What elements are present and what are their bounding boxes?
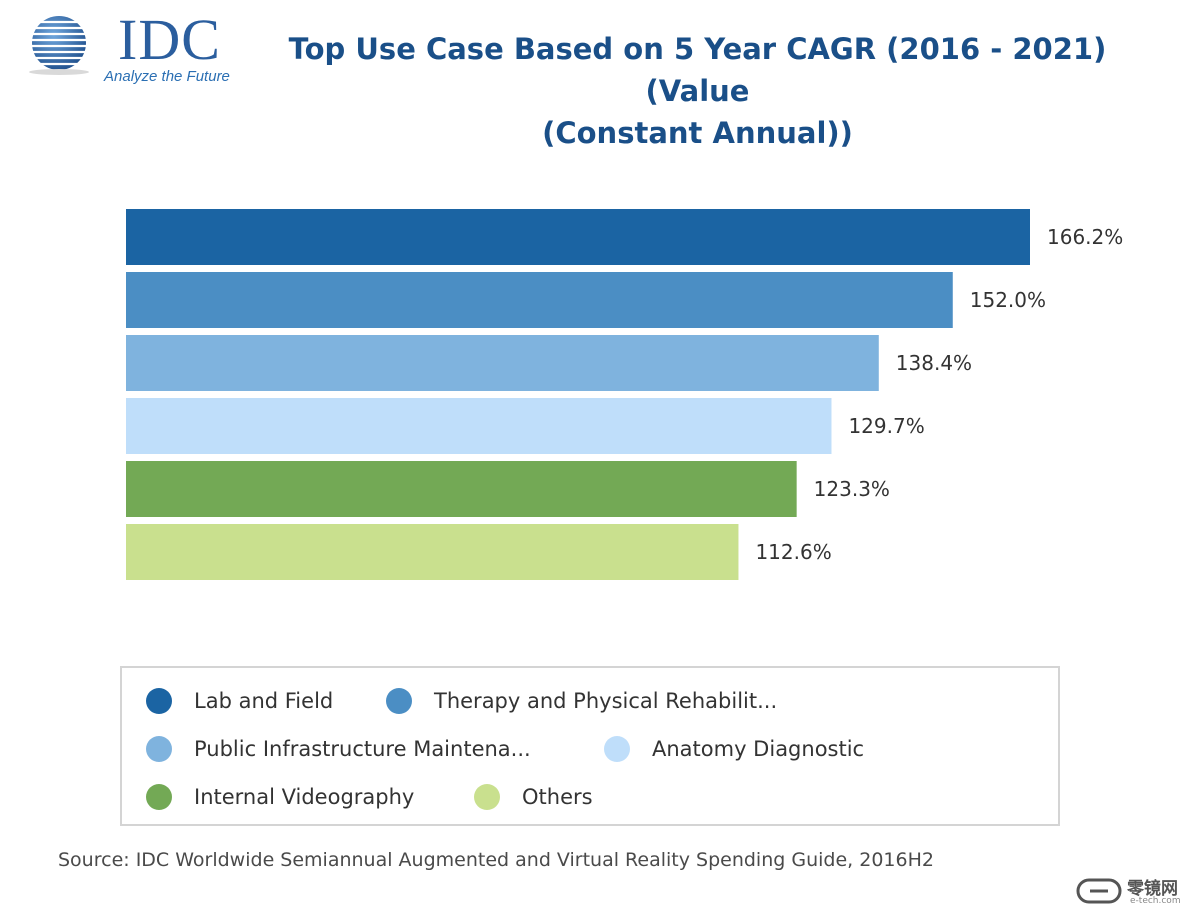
bar-1[interactable] — [126, 272, 953, 328]
chart-title: Top Use Case Based on 5 Year CAGR (2016 … — [240, 28, 1155, 154]
idc-logo: IDC Analyze the Future — [14, 7, 244, 92]
bar-value-label: 112.6% — [755, 540, 831, 564]
legend-item-public-infrastructure[interactable]: Public Infrastructure Maintena... — [146, 736, 531, 762]
logo-wordmark: IDC — [118, 7, 221, 72]
bar-value-label: 166.2% — [1047, 225, 1123, 249]
chart-legend: Lab and Field Therapy and Physical Rehab… — [120, 666, 1060, 826]
legend-item-others[interactable]: Others — [474, 784, 593, 810]
logo-tagline: Analyze the Future — [104, 68, 230, 85]
bar-5[interactable] — [126, 524, 739, 580]
legend-dot — [386, 688, 412, 714]
bar-value-label: 129.7% — [848, 414, 924, 438]
legend-label: Anatomy Diagnostic — [652, 737, 865, 761]
chart-title-line-2: (Constant Annual)) — [542, 116, 853, 150]
legend-label: Therapy and Physical Rehabilit... — [434, 689, 778, 713]
bar-4[interactable] — [126, 461, 797, 517]
legend-label: Public Infrastructure Maintena... — [194, 737, 531, 761]
legend-item-lab-and-field[interactable]: Lab and Field — [146, 688, 333, 714]
legend-label: Lab and Field — [194, 689, 334, 713]
legend-dot — [146, 784, 172, 810]
legend-dot — [604, 736, 630, 762]
watermark-logo-icon — [1076, 878, 1122, 904]
legend-item-anatomy-diagnostic[interactable]: Anatomy Diagnostic — [604, 736, 864, 762]
watermark-subtext: e-tech.com — [1130, 896, 1181, 906]
bar-value-label: 123.3% — [814, 477, 890, 501]
bar-0[interactable] — [126, 209, 1030, 265]
watermark-text: 零镜网 — [1127, 879, 1178, 899]
legend-dot — [146, 688, 172, 714]
bar-2[interactable] — [126, 335, 879, 391]
legend-dot — [474, 784, 500, 810]
bar-value-label: 152.0% — [970, 288, 1046, 312]
chart-title-line-1: Top Use Case Based on 5 Year CAGR (2016 … — [288, 32, 1107, 108]
source-note: Source: IDC Worldwide Semiannual Augment… — [58, 849, 934, 871]
bar-chart: 166.2% 152.0% 138.4% 129.7% 123.3% 112.6% — [126, 209, 1123, 580]
globe-icon — [14, 16, 109, 75]
watermark: 零镜网 e-tech.com — [1076, 872, 1196, 912]
legend-dot — [146, 736, 172, 762]
legend-label: Others — [522, 785, 593, 809]
bar-3[interactable] — [126, 398, 832, 454]
legend-item-therapy[interactable]: Therapy and Physical Rehabilit... — [386, 688, 777, 714]
bar-value-label: 138.4% — [896, 351, 972, 375]
legend-item-internal-videography[interactable]: Internal Videography — [146, 784, 414, 810]
legend-label: Internal Videography — [194, 785, 415, 809]
